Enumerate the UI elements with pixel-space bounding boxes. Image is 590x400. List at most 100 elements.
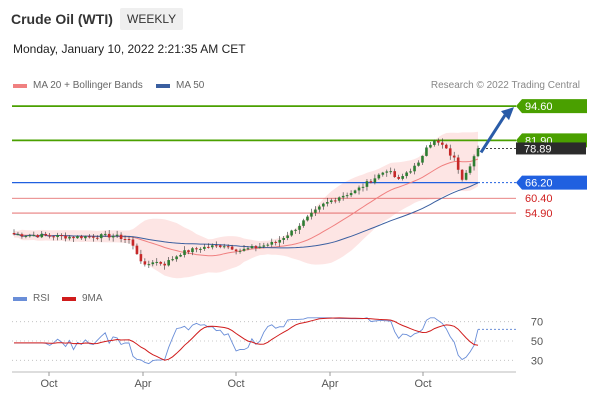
- x-tick-label-0: Oct: [40, 378, 57, 390]
- candle-body: [429, 144, 432, 148]
- instrument-title: Crude Oil (WTI): [11, 11, 113, 27]
- candles: [12, 138, 480, 270]
- candle-body: [222, 246, 226, 248]
- candle-body: [294, 229, 297, 231]
- ma50-swatch: [156, 83, 170, 88]
- rsi-tick-label-0: 70: [531, 317, 543, 329]
- candle-body: [147, 264, 151, 266]
- legend-ma50: MA 50: [156, 80, 204, 91]
- candle-body: [393, 171, 397, 178]
- candle-body: [32, 235, 36, 237]
- candle-body: [167, 260, 170, 266]
- candle-body: [266, 244, 270, 246]
- candle-body: [282, 238, 285, 240]
- candle-body: [341, 195, 345, 198]
- candle-body: [421, 155, 424, 163]
- candle-body: [425, 147, 428, 156]
- candle-body: [127, 239, 131, 241]
- candle-body: [195, 248, 198, 250]
- candle-body: [444, 144, 448, 149]
- level-label-0: 94.60: [525, 101, 553, 113]
- candle-body: [187, 250, 190, 253]
- candle-body: [298, 225, 301, 230]
- candle-body: [258, 246, 262, 248]
- candle-body: [103, 233, 107, 235]
- candle-body: [214, 245, 218, 247]
- candle-body: [306, 216, 309, 221]
- level-tag-0: [516, 99, 587, 114]
- candle-body: [218, 245, 222, 248]
- legend-ma20-label: MA 20 + Bollinger Bands: [33, 80, 143, 91]
- candle-body: [88, 236, 91, 238]
- candle-body: [389, 171, 393, 173]
- candle-body: [433, 140, 436, 145]
- candle-body: [135, 245, 139, 255]
- candle-body: [314, 209, 317, 213]
- rsi-swatch: [13, 296, 27, 301]
- candle-body: [349, 193, 353, 196]
- candle-body: [274, 241, 278, 243]
- candle-body: [72, 236, 75, 239]
- candle-body: [369, 181, 373, 183]
- level-tag-3: [516, 175, 587, 190]
- candle-body: [40, 233, 44, 238]
- level-label-4: 60.40: [525, 193, 553, 205]
- candle-body: [329, 200, 333, 203]
- candle-body: [409, 171, 412, 173]
- timeframe-badge[interactable]: WEEKLY: [120, 8, 184, 30]
- rsi-tick-label-2: 30: [531, 355, 543, 367]
- candle-body: [207, 246, 210, 248]
- candle-body: [92, 236, 95, 238]
- candle-body: [365, 181, 369, 187]
- candle-body: [238, 250, 242, 252]
- candle-body: [24, 235, 28, 237]
- ma50-line: [13, 182, 479, 249]
- candle-body: [64, 235, 67, 239]
- candle-body: [381, 172, 385, 175]
- candle-body: [203, 246, 206, 249]
- candle-body: [20, 234, 24, 237]
- x-tick-label-4: Oct: [414, 378, 431, 390]
- moving-averages: [13, 158, 479, 257]
- candle-body: [242, 248, 246, 251]
- legend-9ma: 9MA: [62, 293, 103, 304]
- candle-body: [452, 155, 456, 158]
- candle-body: [290, 230, 293, 236]
- candle-body: [16, 234, 20, 236]
- candle-body: [468, 166, 472, 173]
- rsi-9ma-line: [14, 317, 479, 361]
- 9ma-swatch: [62, 296, 76, 301]
- candle-body: [345, 195, 349, 197]
- candle-body: [456, 157, 460, 170]
- candle-body: [80, 236, 83, 239]
- candle-body: [179, 254, 182, 257]
- candle-body: [68, 236, 71, 239]
- level-lines: [12, 105, 516, 214]
- candle-body: [397, 177, 400, 179]
- candle-body: [199, 248, 202, 250]
- candle-body: [333, 200, 337, 202]
- candle-body: [464, 172, 468, 180]
- candle-body: [183, 250, 186, 255]
- candle-body: [28, 235, 32, 237]
- candle-body: [119, 234, 123, 240]
- forecast-arrow: [479, 107, 514, 154]
- x-axis: Oct Apr Oct Apr Oct: [12, 371, 516, 390]
- x-tick-label-3: Apr: [321, 378, 338, 390]
- level-label-3: 66.20: [525, 178, 553, 190]
- candle-body: [357, 187, 361, 191]
- forecast-arrow-shaft: [479, 114, 507, 154]
- candle-body: [44, 233, 48, 236]
- candle-body: [322, 203, 325, 207]
- credit-label: Research © 2022 Trading Central: [430, 80, 580, 91]
- candle-body: [36, 235, 40, 238]
- candle-body: [318, 206, 321, 210]
- candle-body: [441, 142, 444, 145]
- candle-body: [163, 263, 167, 266]
- candle-body: [401, 176, 404, 179]
- candle-body: [76, 236, 79, 239]
- candle-body: [159, 261, 163, 264]
- last-price-label: 78.89: [524, 143, 552, 155]
